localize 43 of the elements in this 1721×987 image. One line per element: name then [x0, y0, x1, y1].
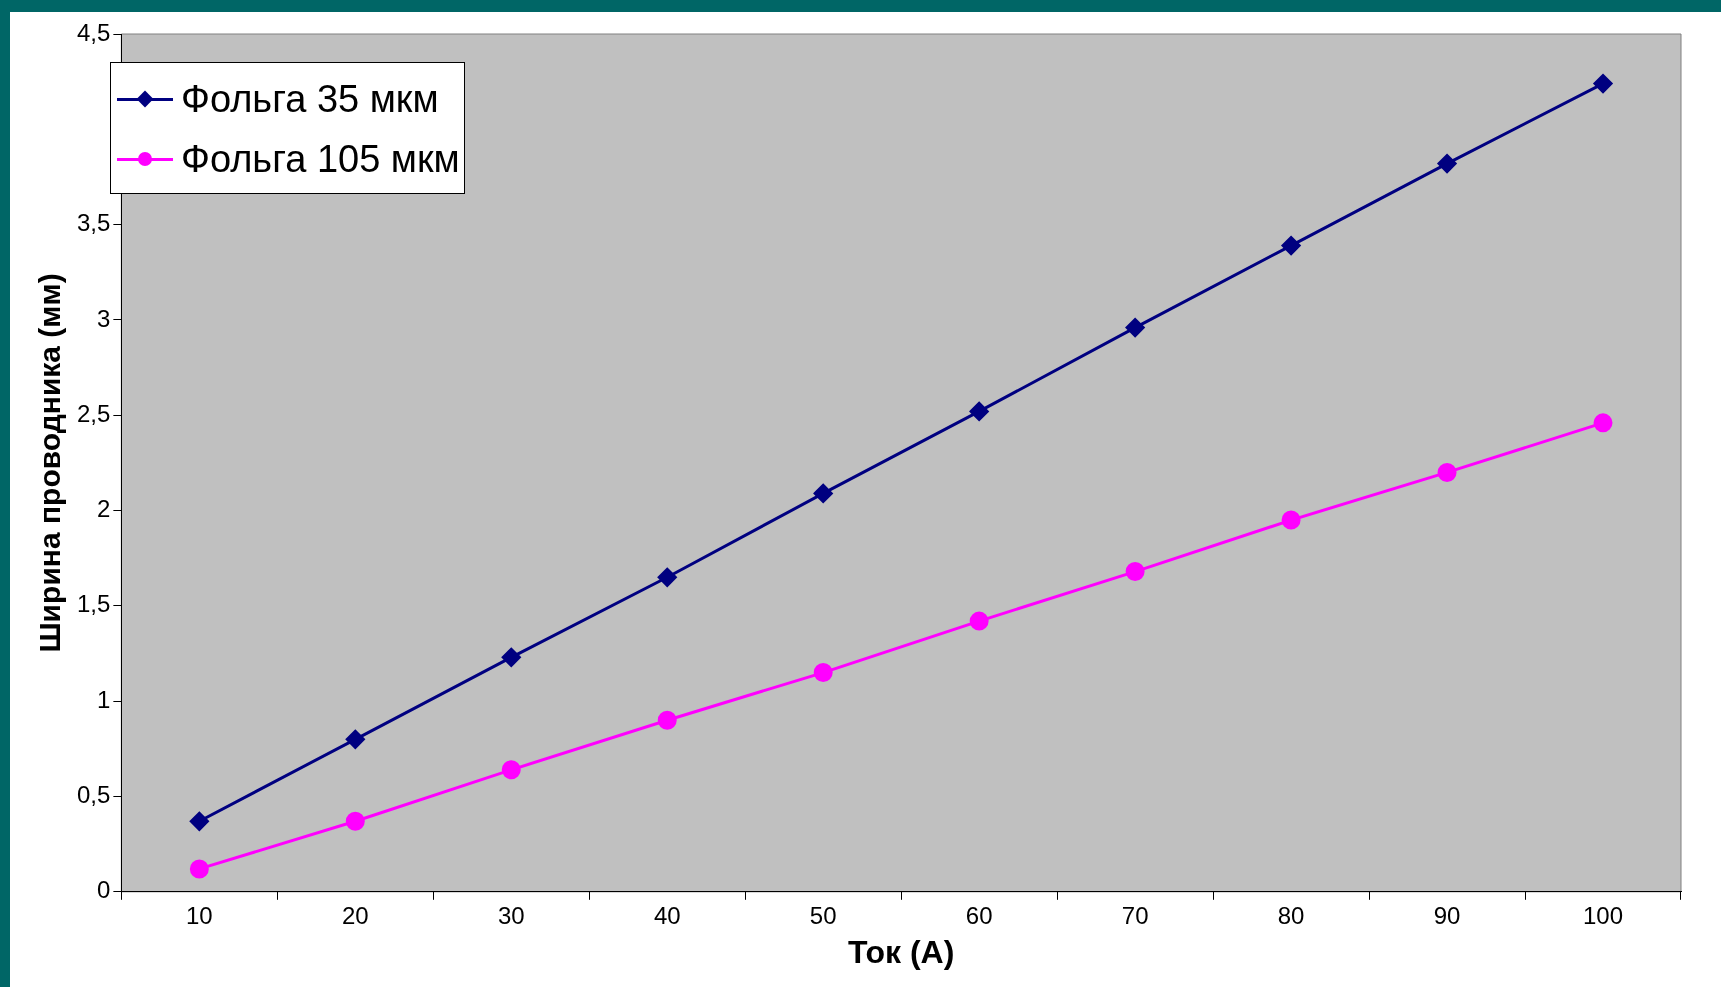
point	[969, 611, 989, 631]
point	[1437, 462, 1457, 482]
point	[813, 483, 833, 503]
y-tick-label: 2,5	[76, 399, 111, 427]
y-tick-label: 0	[97, 876, 111, 904]
point	[189, 811, 209, 831]
x-tick-label: 30	[497, 901, 525, 929]
point	[657, 567, 677, 587]
y-tick-label: 2	[97, 495, 111, 523]
point	[345, 729, 365, 749]
point	[1593, 74, 1613, 94]
point	[345, 811, 365, 831]
x-tick-label: 90	[1433, 901, 1461, 929]
point	[1437, 154, 1457, 174]
point	[657, 710, 677, 730]
y-tick-label: 3	[97, 304, 111, 332]
x-tick-label: 100	[1582, 901, 1624, 929]
y-tick-label: 3,5	[76, 209, 111, 237]
point	[1125, 318, 1145, 338]
point	[501, 760, 521, 780]
y-tick-label: 1	[97, 685, 111, 713]
point	[1125, 562, 1145, 582]
y-tick-label: 0,5	[76, 781, 111, 809]
y-tick-label: 4,5	[76, 18, 111, 46]
x-tick-label: 20	[341, 901, 369, 929]
point	[1281, 236, 1301, 256]
point	[813, 663, 833, 683]
x-tick-label: 50	[809, 901, 837, 929]
point	[969, 401, 989, 421]
point	[189, 859, 209, 879]
point	[501, 647, 521, 667]
x-tick-label: 80	[1277, 901, 1305, 929]
x-tick-label: 10	[185, 901, 213, 929]
y-tick-label: 1,5	[76, 590, 111, 618]
point	[1281, 510, 1301, 530]
x-tick-label: 70	[1121, 901, 1149, 929]
legend-label: Фольга 35 мкм	[181, 77, 439, 121]
x-tick-label: 40	[653, 901, 681, 929]
x-axis-title: Ток (А)	[847, 933, 955, 970]
x-tick-label: 60	[965, 901, 993, 929]
y-axis-title: Ширина проводника (мм)	[33, 273, 67, 653]
point	[1593, 413, 1613, 433]
legend-label: Фольга 105 мкм	[181, 137, 460, 181]
